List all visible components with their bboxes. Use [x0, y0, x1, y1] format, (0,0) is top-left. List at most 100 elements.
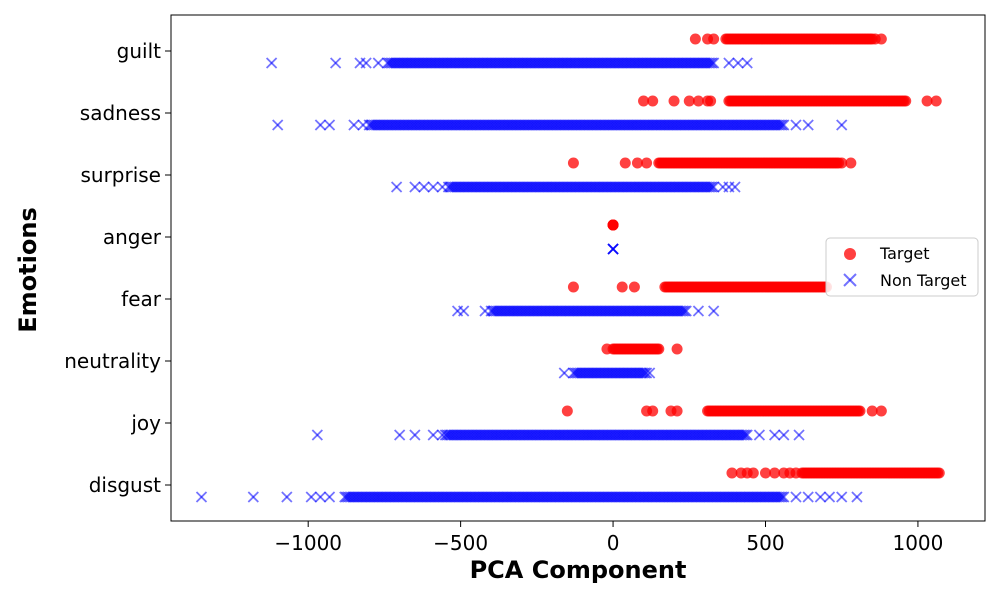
non-target-point-joy — [738, 429, 750, 441]
legend-nontarget-marker — [843, 273, 857, 287]
non-target-point-disgust — [814, 491, 827, 503]
non-target-point-disgust — [802, 491, 814, 503]
non-target-point-surprise — [729, 181, 741, 193]
target-point-joy — [561, 405, 573, 417]
non-target-point-surprise — [703, 181, 715, 193]
non-target-point-disgust — [836, 491, 848, 503]
legend-box — [825, 237, 979, 297]
non-target-point-sadness — [776, 119, 788, 131]
target-point-sadness — [668, 95, 680, 107]
non-target-point-fear — [708, 305, 720, 317]
target-point-neutrality — [671, 343, 683, 355]
target-point-disgust — [933, 467, 945, 479]
x-tick-label--500: −500 — [433, 531, 488, 555]
x-tick-label-1000: 1000 — [892, 531, 943, 555]
non-target-point-surprise — [704, 181, 717, 193]
x-tick-label-0: 0 — [607, 531, 620, 555]
legend: Target Non Target — [825, 237, 979, 297]
target-point-sadness — [921, 95, 933, 107]
non-target-point-sadness — [774, 119, 787, 131]
target-point-sadness — [638, 95, 650, 107]
legend-target-label: Target — [879, 244, 930, 263]
target-point-guilt — [875, 33, 887, 45]
non-target-point-disgust — [774, 491, 787, 503]
non-target-point-sadness — [773, 119, 785, 131]
non-target-point-sadness — [272, 119, 284, 131]
target-point-joy — [647, 405, 659, 417]
target-point-sadness — [692, 95, 704, 107]
target-point-disgust — [726, 467, 738, 479]
target-point-surprise — [836, 157, 848, 169]
non-target-point-sadness — [802, 119, 814, 131]
target-point-fear — [616, 281, 628, 293]
non-target-point-joy — [394, 429, 406, 441]
target-point-joy — [875, 405, 887, 417]
x-axis-ticks: −1000 −500 0 500 1000 — [274, 521, 943, 555]
non-target-point-surprise — [409, 181, 421, 193]
target-point-sadness — [647, 95, 659, 107]
plot-frame — [170, 14, 986, 522]
target-point-disgust — [747, 467, 759, 479]
non-target-point-guilt — [741, 57, 753, 69]
non-target-point-sadness — [348, 119, 360, 131]
non-target-point-neutrality — [640, 367, 653, 379]
non-target-point-guilt — [732, 57, 744, 69]
y-tick-label-disgust: disgust — [89, 473, 161, 497]
non-target-point-surprise — [708, 181, 720, 193]
non-target-point-joy — [409, 429, 421, 441]
target-point-surprise — [619, 157, 631, 169]
non-target-point-fear — [692, 305, 705, 317]
y-tick-label-surprise: surprise — [80, 163, 161, 187]
target-point-neutrality — [601, 343, 613, 355]
non-target-point-disgust — [790, 491, 802, 503]
target-point-guilt — [689, 33, 701, 45]
x-axis-title: PCA Component — [470, 556, 687, 584]
target-point-anger — [607, 219, 619, 231]
target-point-joy — [854, 405, 866, 417]
target-point-disgust — [790, 467, 802, 479]
non-target-point-joy — [753, 429, 766, 441]
non-target-point-guilt — [372, 57, 384, 69]
non-target-point-surprise — [436, 181, 448, 193]
y-tick-label-fear: fear — [121, 287, 162, 311]
target-point-sadness — [930, 95, 942, 107]
target-point-neutrality — [653, 343, 665, 355]
non-target-point-neutrality — [644, 367, 656, 379]
non-target-point-joy — [778, 429, 790, 441]
non-target-point-guilt — [329, 57, 342, 69]
non-target-point-guilt — [265, 57, 278, 69]
non-target-point-sadness — [357, 119, 369, 131]
non-target-point-fear — [680, 305, 692, 317]
non-target-point-disgust — [778, 491, 790, 503]
non-target-point-surprise — [418, 181, 430, 193]
target-point-joy — [866, 405, 878, 417]
non-target-point-disgust — [247, 491, 259, 503]
non-target-point-joy — [769, 429, 781, 441]
non-target-point-fear — [677, 305, 689, 317]
non-target-point-joy — [739, 429, 752, 441]
x-tick-label-500: 500 — [746, 531, 784, 555]
target-point-sadness — [705, 95, 717, 107]
non-target-point-anger — [607, 243, 619, 255]
y-tick-label-guilt: guilt — [117, 39, 161, 63]
y-tick-label-joy: joy — [130, 411, 161, 435]
non-target-point-guilt — [708, 57, 720, 69]
non-target-point-disgust — [281, 491, 293, 503]
non-target-point-sadness — [314, 119, 327, 131]
legend-nontarget-label: Non Target — [880, 271, 966, 290]
non-target-point-joy — [793, 429, 805, 441]
non-target-point-fear — [678, 305, 691, 317]
non-target-point-disgust — [776, 491, 788, 503]
target-point-sadness — [683, 95, 695, 107]
target-point-fear — [628, 281, 640, 293]
target-point-sadness — [900, 95, 912, 107]
non-target-point-disgust — [305, 491, 317, 503]
y-tick-label-sadness: sadness — [80, 101, 161, 125]
non-target-point-neutrality — [639, 367, 651, 379]
non-target-point-guilt — [706, 57, 718, 69]
target-point-guilt — [708, 33, 720, 45]
non-target-point-sadness — [790, 119, 802, 131]
y-axis-title: Emotions — [14, 207, 42, 332]
target-point-surprise — [845, 157, 857, 169]
target-point-disgust — [759, 467, 771, 479]
